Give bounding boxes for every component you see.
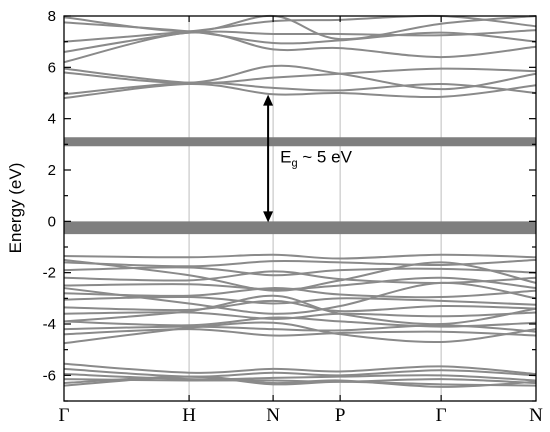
k-point-label: N bbox=[266, 405, 280, 426]
band-line-25 bbox=[63, 362, 537, 376]
plot-frame bbox=[63, 15, 537, 402]
band-line-22 bbox=[63, 258, 537, 292]
y-tick-label: -2 bbox=[43, 265, 56, 282]
gap-arrow-head-top bbox=[263, 94, 274, 106]
band-line-4 bbox=[63, 31, 537, 64]
band-line-26 bbox=[63, 367, 537, 378]
y-axis-label: Energy (eV) bbox=[6, 163, 25, 254]
band-line-17 bbox=[63, 311, 537, 320]
band-line-24 bbox=[63, 294, 537, 326]
k-point-label: N bbox=[529, 405, 543, 426]
band-line-20 bbox=[63, 328, 537, 337]
k-point-gridlines bbox=[188, 16, 442, 401]
band-gap-annotation: Eg ~ 5 eV bbox=[263, 94, 353, 223]
k-point-label: Γ bbox=[59, 405, 70, 426]
band-line-16 bbox=[63, 299, 537, 313]
band-line-18 bbox=[63, 316, 537, 328]
flat-bands bbox=[64, 137, 536, 235]
band-line-14 bbox=[63, 287, 537, 299]
band-line-1 bbox=[63, 14, 537, 41]
band-line-6 bbox=[63, 64, 537, 91]
y-tick-label: -4 bbox=[43, 316, 56, 333]
k-point-label: P bbox=[335, 405, 346, 426]
k-point-label: H bbox=[182, 405, 196, 426]
y-tick-label: 8 bbox=[48, 8, 56, 25]
band-lines bbox=[63, 14, 537, 388]
band-line-2 bbox=[63, 14, 537, 43]
k-point-label: Γ bbox=[436, 405, 447, 426]
y-tick-label: 2 bbox=[48, 162, 56, 179]
band-line-23 bbox=[63, 281, 537, 315]
band-line-10 bbox=[63, 258, 537, 268]
band-line-12 bbox=[63, 270, 537, 284]
gap-arrow-head-bottom bbox=[263, 211, 274, 223]
band-line-21 bbox=[63, 321, 537, 345]
y-tick-label: 6 bbox=[48, 59, 56, 76]
band-line-19 bbox=[63, 324, 537, 333]
band-gap-label: Eg ~ 5 eV bbox=[280, 147, 352, 169]
band-line-5 bbox=[63, 67, 537, 84]
y-tick-label: -6 bbox=[43, 367, 56, 384]
band-line-30 bbox=[63, 375, 537, 388]
y-axis-ticks: -6 -4 -2 0 2 4 6 8 bbox=[43, 8, 536, 402]
band-line-8 bbox=[63, 83, 537, 100]
y-tick-label: 0 bbox=[48, 213, 56, 230]
y-tick-label: 4 bbox=[48, 111, 56, 128]
band-line-7 bbox=[63, 81, 537, 96]
band-line-9 bbox=[63, 253, 537, 260]
